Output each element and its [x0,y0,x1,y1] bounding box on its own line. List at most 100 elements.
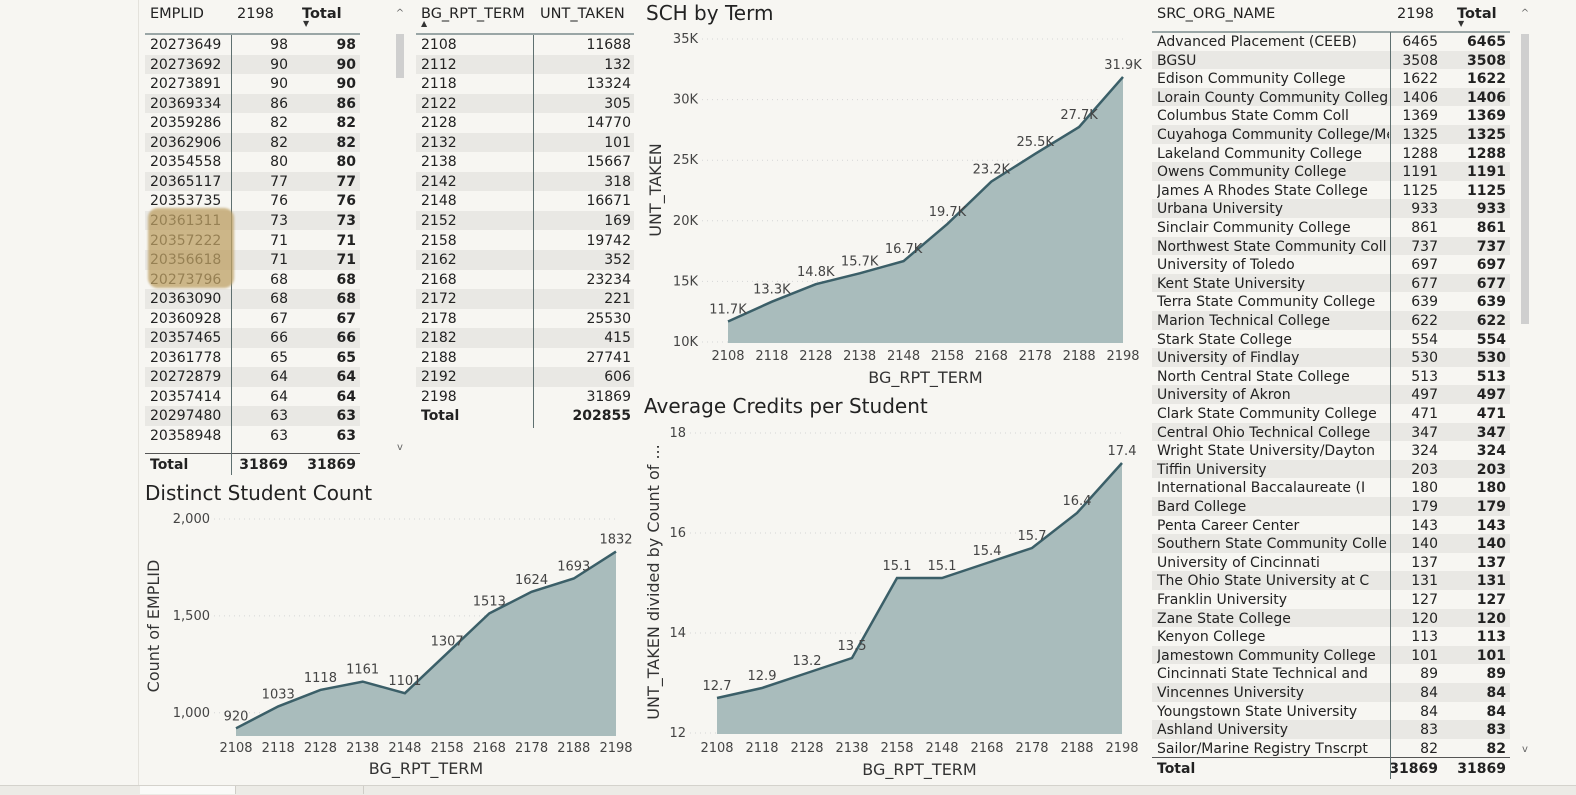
scroll-down-icon[interactable]: v [1522,744,1528,755]
data-label: 19.7K [929,205,967,220]
org-2198-cell: 1288 [1402,145,1438,162]
y-tick-label: 1,500 [173,609,210,624]
series-line [716,462,1123,700]
redaction-blur [148,208,234,288]
term-value-cell: 80 [270,154,288,171]
scroll-thumb[interactable] [1521,34,1529,324]
data-label: 23.2K [973,163,1011,178]
org-name-cell: Cincinnati State Technical and [1157,666,1368,683]
page-tab[interactable] [140,786,236,794]
term-2198-header[interactable]: 2198 [237,6,274,22]
sort-descending-icon: ▼ [1458,19,1465,28]
scroll-up-icon[interactable]: ^ [1520,8,1530,19]
y-tick-label: 14 [669,626,686,641]
emplid-cell: 20361778 [150,349,222,366]
org-total-header[interactable]: Total [1457,6,1497,22]
unt-taken-header[interactable]: UNT_TAKEN [540,6,625,22]
scroll-thumb[interactable] [396,34,404,78]
table-row: Ashland University 83 83 [1152,720,1510,739]
emplid-cell: 20353735 [150,193,222,210]
total-total: 31869 [307,457,356,473]
org-2198-cell: 203 [1411,461,1438,478]
data-label: 14.8K [797,265,835,280]
org-total-cell: 131 [1476,573,1506,590]
table-row: Lorain County Community Colleg 1406 1406 [1152,87,1510,107]
x-tick-label: 2188 [557,741,590,756]
x-tick-label: 2128 [799,349,832,364]
org-total-cell: 513 [1476,368,1506,385]
column-divider [1390,32,1391,779]
term-value-cell: 71 [270,252,288,269]
column-divider [533,35,534,428]
org-name-cell: University of Akron [1157,387,1291,404]
term-cell: 2122 [421,95,457,112]
total-value-cell: 71 [336,252,356,269]
page-tab[interactable] [42,786,141,794]
sch-by-term-chart: 10K 15K 20K 25K 30K 35K 11.7K 13.3K 14.8K 15.7K 16… [646,32,1142,388]
org-2198-cell: 84 [1420,703,1438,720]
org-name-cell: Terra State Community College [1157,294,1376,311]
org-name-cell: Ashland University [1157,722,1289,739]
org-2198-cell: 84 [1420,685,1438,701]
scroll-up-icon[interactable]: ^ [395,8,405,19]
org-2198-cell: 1125 [1402,182,1438,199]
unt-taken-cell: 27741 [586,349,631,366]
table-row: University of Findlay 530 530 [1152,348,1510,367]
x-tick-label: 2118 [745,741,778,756]
table-row: Penta Career Center 143 143 [1152,516,1510,535]
distinct-student-count-chart: 1,000 1,500 2,000 920 1033 1118 1161 1101 1307 15… [144,512,633,779]
org-name-cell: Central Ohio Technical College [1157,424,1371,441]
bg-rpt-term-header[interactable]: BG_RPT_TERM [421,6,525,22]
y-tick-label: 1,000 [173,706,210,721]
term-cell: 2138 [421,154,457,171]
org-name-cell: University of Cincinnati [1157,554,1320,571]
table-row: Bard College 179 179 [1152,497,1510,516]
table-row: Wright State University/Dayton 324 324 [1152,441,1510,460]
org-total-cell: 101 [1476,647,1506,664]
org-total-cell: 89 [1486,666,1506,683]
org-name-cell: Franklin University [1157,592,1288,608]
table-row: Advanced Placement (CEEB) 6465 6465 [1152,32,1510,51]
page-tab[interactable] [235,786,364,794]
org-2198-cell: 1369 [1402,108,1438,125]
org-name-cell: Sinclair Community College [1157,220,1351,236]
distinct-student-count-title: Distinct Student Count [145,481,373,505]
data-label: 12.9 [748,669,777,684]
term-value-cell: 65 [270,349,288,366]
org-2198-cell: 101 [1411,647,1438,664]
table-row: 2128 14770 [416,113,634,133]
org-2198-cell: 677 [1411,275,1438,292]
term-value-cell: 77 [270,173,288,190]
table-row: Northwest State Community Coll 737 737 [1152,236,1510,256]
term-total-value: 202855 [572,408,631,424]
table-row: Kenyon College 113 113 [1152,627,1510,646]
term-value-cell: 63 [270,428,288,444]
emplid-cell: 20354558 [150,154,222,171]
emplid-cell: 20362906 [150,134,222,151]
table-row: 20362906 82 82 [145,132,360,153]
emplid-header[interactable]: EMPLID [150,6,204,22]
org-scrollbar[interactable]: ^ v [1520,8,1530,760]
table-row: 20369334 86 86 [145,93,360,114]
org-total-cell: 471 [1476,406,1506,422]
unt-taken-cell: 101 [604,134,631,151]
table-row: 2138 15667 [416,152,634,172]
emplid-scrollbar[interactable]: ^ v [395,8,405,458]
src-org-name-header[interactable]: SRC_ORG_NAME [1157,6,1276,22]
table-row: 2122 305 [416,93,634,114]
data-label: 15.7K [841,254,879,269]
org-name-cell: Sailor/Marine Registry Tnscrpt [1157,740,1368,757]
org-total-cell: 1191 [1467,164,1506,181]
term-value-cell: 63 [270,408,288,425]
data-label: 920 [224,709,249,724]
total-header[interactable]: Total [302,6,342,22]
table-row: BGSU 3508 3508 [1152,50,1510,70]
org-total-cell: 933 [1476,201,1506,218]
org-total-cell: 497 [1476,387,1506,404]
term-cell: 2132 [421,134,457,151]
scroll-down-icon[interactable]: v [397,442,403,453]
table-row: 2118 13324 [416,74,634,94]
term-cell: 2172 [421,291,457,308]
term-value-cell: 86 [270,95,288,112]
org-2198-header[interactable]: 2198 [1397,6,1434,22]
